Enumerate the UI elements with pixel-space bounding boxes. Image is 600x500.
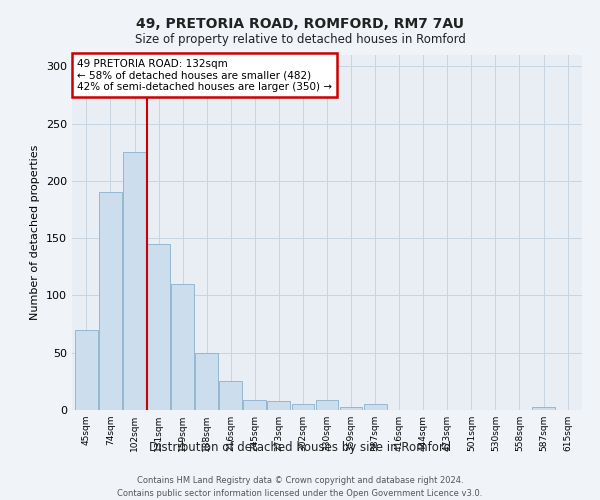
Text: Contains HM Land Registry data © Crown copyright and database right 2024.
Contai: Contains HM Land Registry data © Crown c… xyxy=(118,476,482,498)
Bar xyxy=(75,330,98,410)
Bar xyxy=(316,400,338,410)
Text: 49, PRETORIA ROAD, ROMFORD, RM7 7AU: 49, PRETORIA ROAD, ROMFORD, RM7 7AU xyxy=(136,18,464,32)
Bar xyxy=(292,404,314,410)
Bar xyxy=(220,382,242,410)
Text: Size of property relative to detached houses in Romford: Size of property relative to detached ho… xyxy=(134,32,466,46)
Bar xyxy=(364,404,386,410)
Bar xyxy=(244,400,266,410)
Bar xyxy=(340,406,362,410)
Text: Distribution of detached houses by size in Romford: Distribution of detached houses by size … xyxy=(149,441,451,454)
Y-axis label: Number of detached properties: Number of detached properties xyxy=(31,145,40,320)
Bar xyxy=(99,192,122,410)
Bar xyxy=(532,406,555,410)
Bar xyxy=(147,244,170,410)
Text: 49 PRETORIA ROAD: 132sqm
← 58% of detached houses are smaller (482)
42% of semi-: 49 PRETORIA ROAD: 132sqm ← 58% of detach… xyxy=(77,58,332,92)
Bar xyxy=(268,401,290,410)
Bar xyxy=(123,152,146,410)
Bar xyxy=(171,284,194,410)
Bar xyxy=(195,352,218,410)
